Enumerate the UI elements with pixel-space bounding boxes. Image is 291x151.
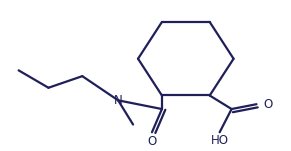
Text: O: O xyxy=(264,98,273,111)
Text: HO: HO xyxy=(211,134,229,147)
Text: N: N xyxy=(114,94,123,107)
Text: O: O xyxy=(147,135,157,148)
